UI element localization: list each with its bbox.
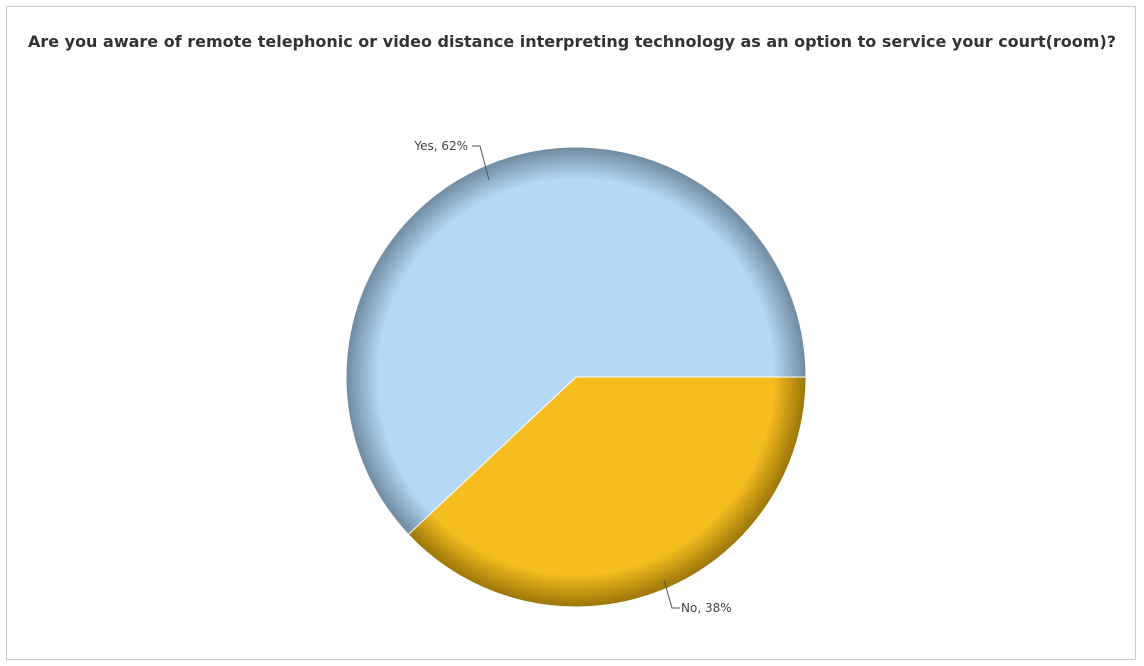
leader-line-no <box>663 579 680 609</box>
data-label-no: No, 38% <box>681 601 732 615</box>
leader-line-yes <box>472 145 490 181</box>
data-label-yes: Yes, 62% <box>413 139 468 153</box>
pie-slice-yes <box>345 146 807 536</box>
chart-title: Are you aware of remote telephonic or vi… <box>27 32 1117 51</box>
pie-slice-no <box>407 376 807 608</box>
